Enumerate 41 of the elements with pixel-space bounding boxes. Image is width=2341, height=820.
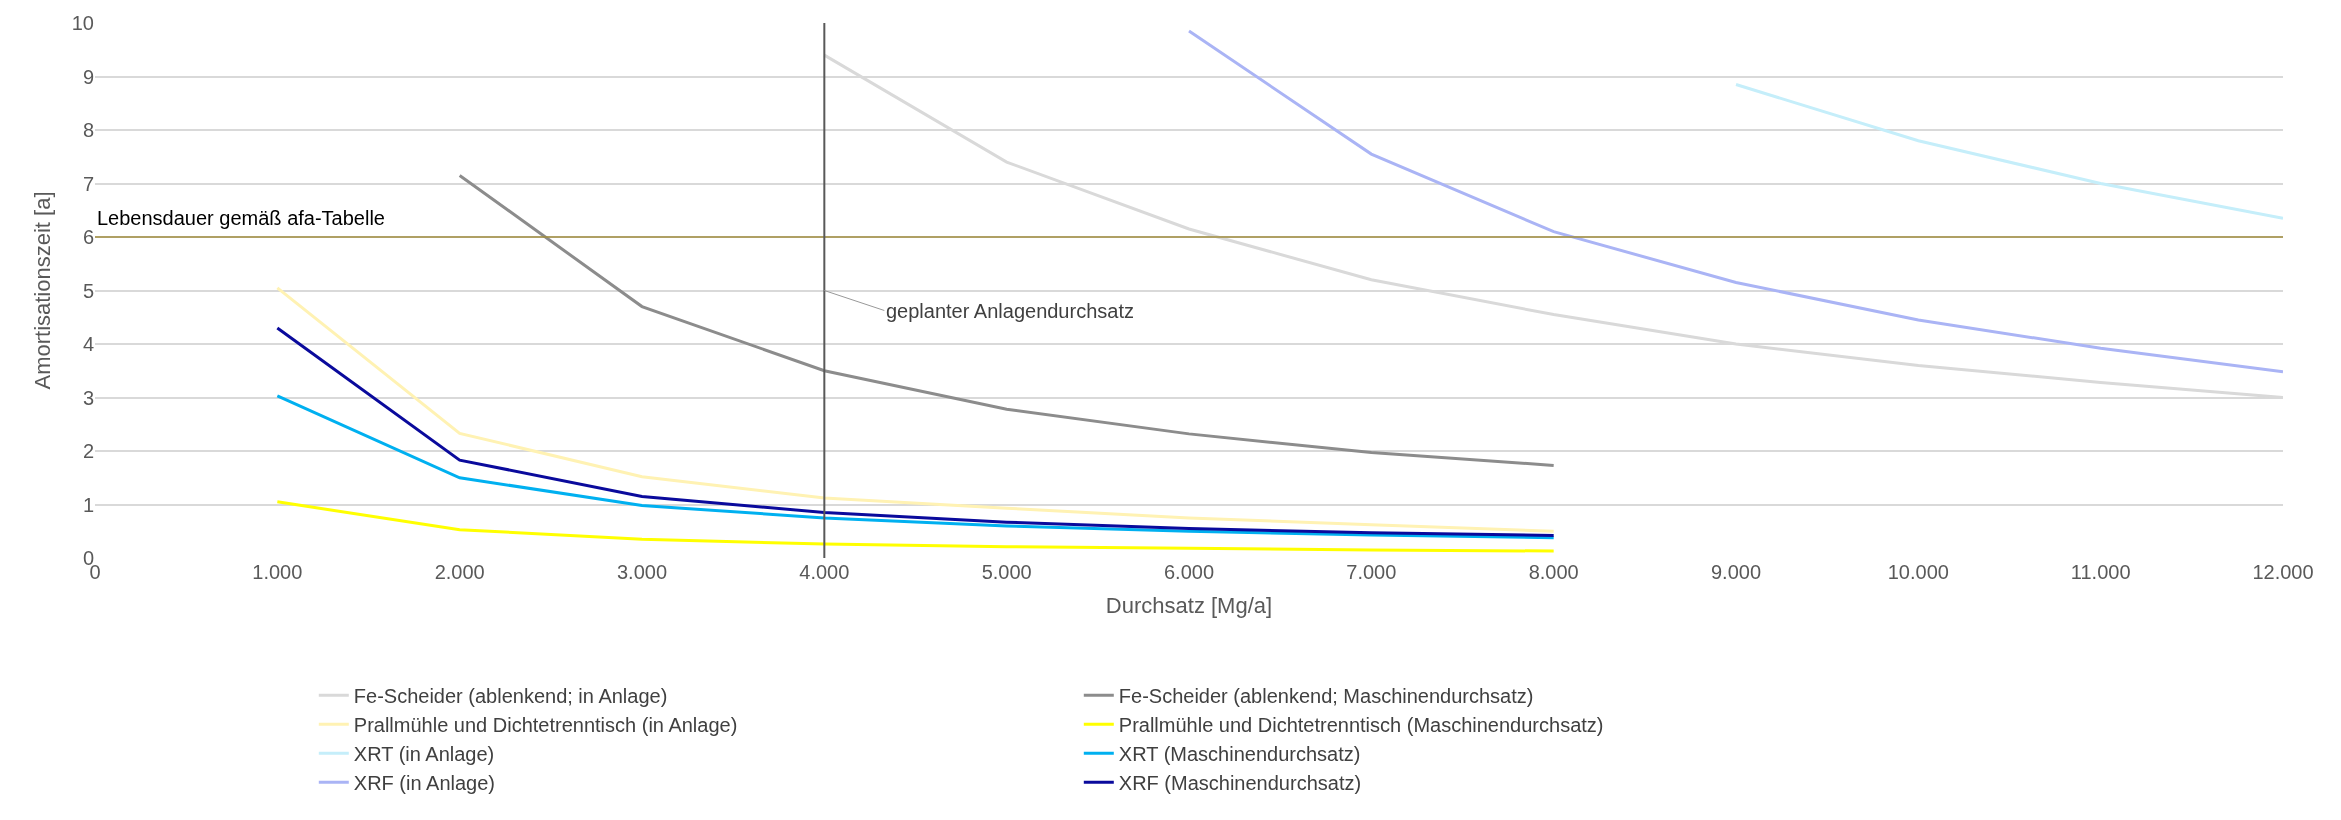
line-series [1734, 83, 2283, 220]
line-series [275, 500, 1556, 553]
line-series [1187, 29, 2283, 374]
y-tick-label: 9 [82, 65, 94, 88]
x-tick-label: 1.000 [252, 561, 303, 583]
x-tick-label: 4.000 [799, 561, 850, 583]
x-tick-label: 12.000 [2252, 561, 2314, 583]
legend-label: Fe-Scheider (ablenkend; Maschinendurchsatz) [1118, 685, 1534, 707]
legend-label: XRF (Maschinendurchsatz) [1118, 772, 1362, 794]
legend-label: Prallmühle und Dichtetrenntisch (Maschinendurchsatz) [1118, 714, 1604, 736]
legend-label: XRT (Maschinendurchsatz) [1118, 743, 1361, 765]
x-tick-label: 10.000 [1887, 561, 1949, 583]
line-series [275, 326, 1556, 538]
y-tick-label: 1 [82, 493, 94, 516]
y-tick-label: 5 [82, 279, 94, 302]
ref-line-label: geplanter Anlagendurchsatz [886, 300, 1134, 322]
y-tick-label: 7 [82, 172, 94, 195]
y-tick-label: 8 [82, 119, 94, 141]
legend-label: XRT (in Anlage) [353, 743, 495, 765]
line-series [275, 286, 1556, 533]
legend-label: Fe-Scheider (ablenkend; in Anlage) [353, 685, 668, 707]
y-tick-label: 10 [71, 12, 94, 34]
x-tick-label: 3.000 [616, 561, 668, 583]
legend-label: Prallmühle und Dichtetrenntisch (in Anlage) [353, 714, 738, 736]
x-tick-label: 6.000 [1163, 561, 1215, 583]
y-tick-label: 2 [82, 440, 94, 462]
x-tick-label: 7.000 [1346, 561, 1397, 583]
y-tick-label: 3 [82, 386, 94, 409]
y-tick-label: 6 [82, 226, 94, 248]
x-tick-label: 9.000 [1710, 561, 1762, 583]
legend-label: XRF (in Anlage) [353, 772, 495, 794]
x-tick-label: 11.000 [2070, 561, 2131, 583]
ref-line-label: Lebensdauer gemäß afa-Tabelle [97, 207, 385, 229]
y-tick-label: 4 [82, 333, 94, 355]
y-axis-title: Amortisationszeit [a] [29, 191, 55, 390]
x-tick-label: 2.000 [434, 561, 485, 583]
line-series [275, 394, 1556, 540]
x-tick-label: 8.000 [1528, 561, 1579, 583]
line-series [458, 173, 1556, 467]
x-tick-label: 5.000 [981, 561, 1032, 583]
x-axis-title: Durchsatz [Mg/a] [1105, 592, 1273, 618]
